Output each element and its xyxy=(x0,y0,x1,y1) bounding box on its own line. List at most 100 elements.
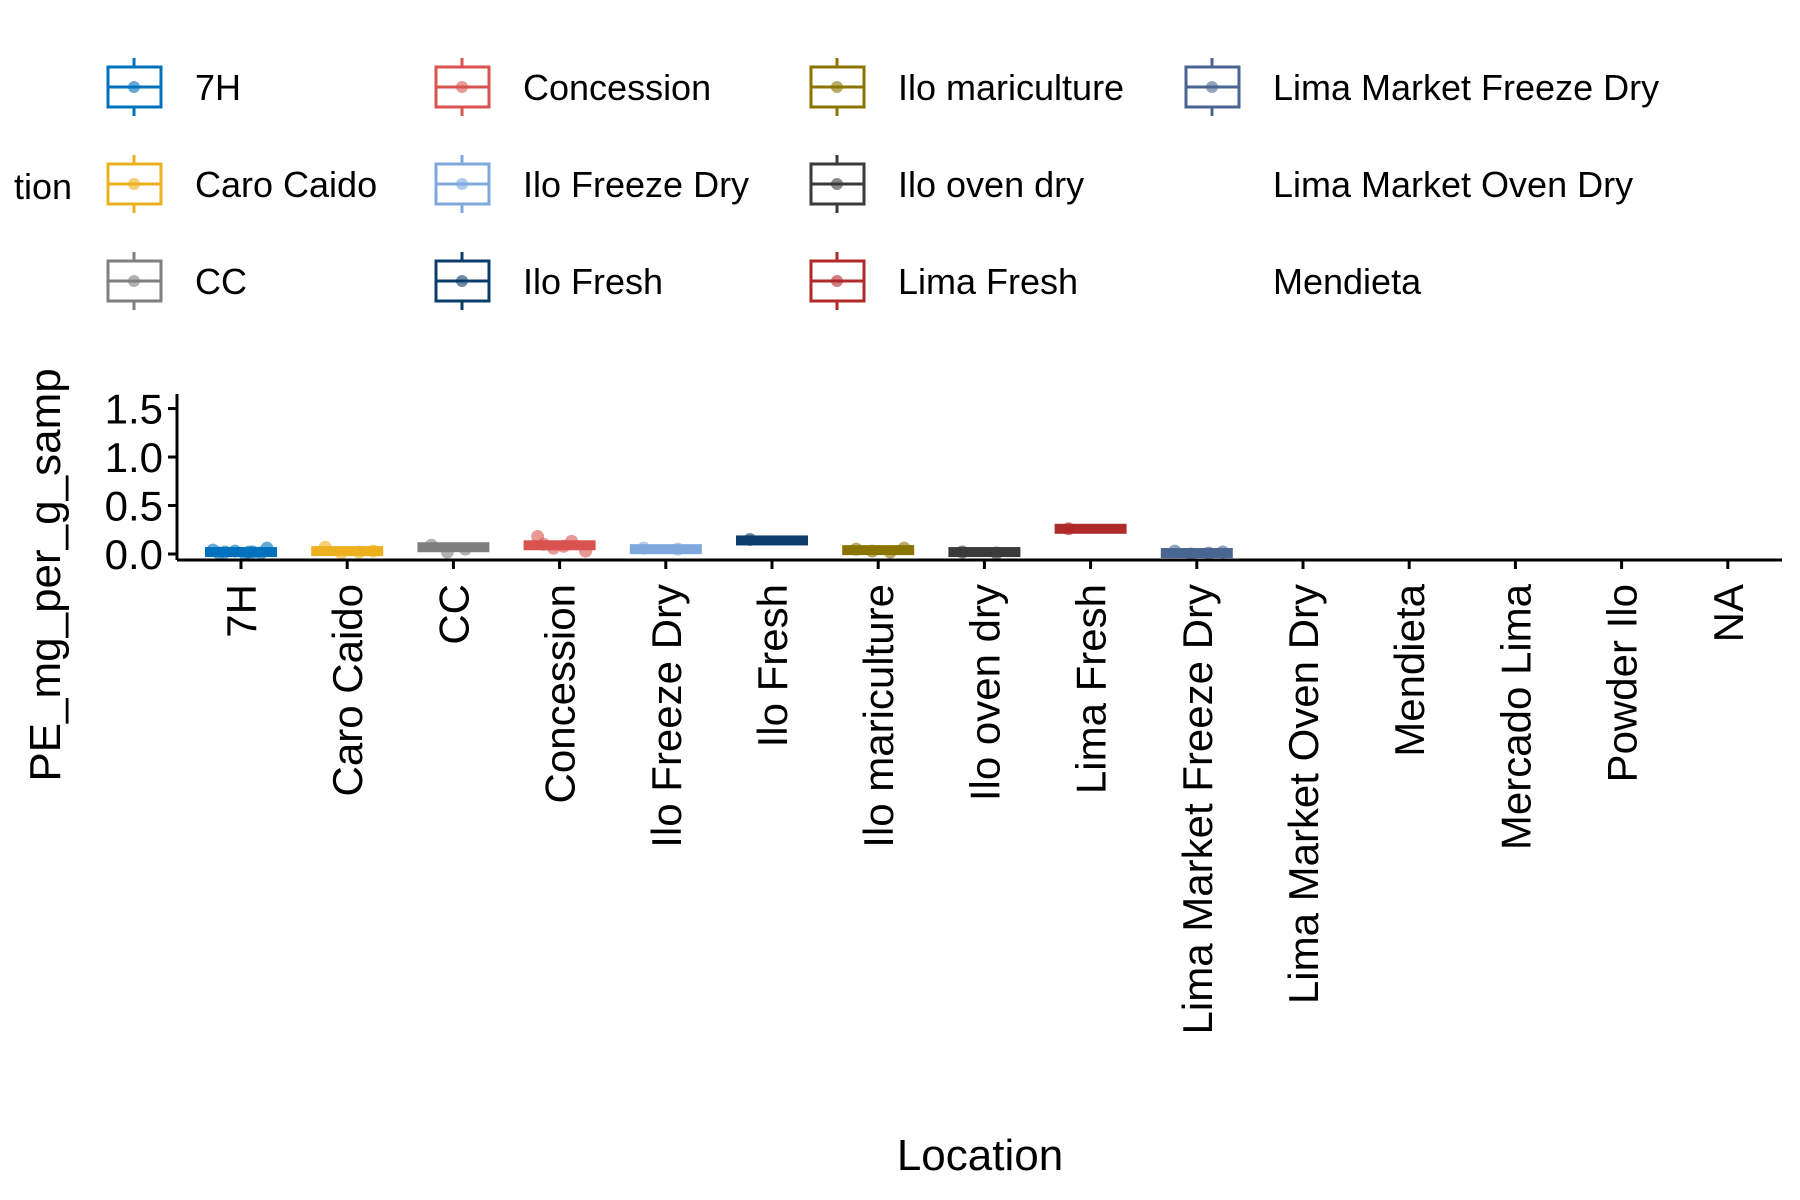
x-tick-label-lima-market-freeze-dry: Lima Market Freeze Dry xyxy=(1174,584,1221,1034)
data-point-lima-fresh xyxy=(1062,522,1076,536)
data-point-ilo-freeze-dry xyxy=(637,541,651,555)
x-tick-label-na: NA xyxy=(1705,584,1752,642)
box-median-ilo-oven-dry xyxy=(948,547,1021,558)
data-point-concession xyxy=(547,541,561,555)
data-point-caro-caido xyxy=(366,544,380,558)
box-median-ilo-freeze-dry xyxy=(629,544,702,555)
legend-item-concession: Concession xyxy=(434,58,711,116)
data-point-ilo-mariculture xyxy=(865,544,879,558)
plot-area xyxy=(205,522,1233,561)
x-tick-label-mendieta: Mendieta xyxy=(1386,583,1433,756)
legend-label-caro-caido: Caro Caido xyxy=(195,164,377,205)
legend-key-lima-fresh xyxy=(809,252,866,310)
box-ilo-fresh xyxy=(736,532,808,546)
legend-item-ilo-oven-dry: Ilo oven dry xyxy=(809,155,1084,213)
x-tick-label-lima-market-oven-dry: Lima Market Oven Dry xyxy=(1280,584,1327,1004)
legend-key-ilo-freeze-dry xyxy=(434,155,491,213)
x-tick-label-ilo-oven-dry: Ilo oven dry xyxy=(961,584,1008,801)
data-point-7h xyxy=(254,546,268,560)
legend-item-caro-caido: Caro Caido xyxy=(106,155,377,213)
legend-item-ilo-fresh: Ilo Fresh xyxy=(434,252,663,310)
data-point-ilo-oven-dry xyxy=(955,545,969,559)
legend-key-ilo-mariculture xyxy=(809,58,866,116)
data-point-caro-caido xyxy=(334,546,348,560)
box-lima-market-freeze-dry xyxy=(1160,544,1233,561)
data-point-7h xyxy=(242,545,256,559)
legend-label-7h: 7H xyxy=(195,67,241,108)
legend-label-mendieta: Mendieta xyxy=(1273,261,1422,302)
legend-key-concession xyxy=(434,58,491,116)
data-point-lima-market-freeze-dry xyxy=(1184,547,1198,561)
y-axis-title: PE_mg_per_g_samp xyxy=(21,368,70,781)
box-lima-fresh xyxy=(1054,522,1127,536)
box-ilo-freeze-dry xyxy=(629,541,702,556)
legend-label-ilo-mariculture: Ilo mariculture xyxy=(898,67,1124,108)
x-axis-title: Location xyxy=(897,1131,1063,1180)
x-tick-label-ilo-fresh: Ilo Fresh xyxy=(749,584,796,747)
legend-item-ilo-mariculture: Ilo mariculture xyxy=(809,58,1124,116)
legend-item-mendieta: Mendieta xyxy=(1273,261,1422,302)
x-tick-label-cc: CC xyxy=(430,584,477,645)
legend-item-lima-fresh: Lima Fresh xyxy=(809,252,1078,310)
box-7h xyxy=(205,541,277,561)
box-ilo-oven-dry xyxy=(948,545,1021,560)
legend-label-concession: Concession xyxy=(523,67,711,108)
legend-item-cc: CC xyxy=(106,252,247,310)
legend-key-lima-market-freeze-dry xyxy=(1184,58,1241,116)
x-tick-label-ilo-mariculture: Ilo mariculture xyxy=(855,584,902,848)
data-point-ilo-mariculture xyxy=(849,542,863,556)
box-caro-caido xyxy=(311,540,384,560)
box-concession xyxy=(523,530,596,558)
legend-key-caro-caido xyxy=(106,155,163,213)
data-point-ilo-oven-dry xyxy=(989,546,1003,560)
legend-item-lima-market-freeze-dry: Lima Market Freeze Dry xyxy=(1184,58,1659,116)
legend-label-ilo-fresh: Ilo Fresh xyxy=(523,261,663,302)
y-tick-label: 0.0 xyxy=(105,531,163,578)
y-tick-label: 0.5 xyxy=(105,483,163,530)
box-median-cc xyxy=(417,542,490,553)
x-tick-label-concession: Concession xyxy=(537,584,584,803)
data-point-ilo-fresh xyxy=(743,532,757,546)
legend-label-lima-market-freeze-dry: Lima Market Freeze Dry xyxy=(1273,67,1659,108)
legend-key-7h xyxy=(106,58,163,116)
legend-key-cc xyxy=(106,252,163,310)
data-point-concession xyxy=(537,537,551,551)
data-point-lima-market-freeze-dry xyxy=(1202,546,1216,560)
data-point-ilo-mariculture xyxy=(883,545,897,559)
data-point-lima-market-freeze-dry xyxy=(1168,544,1182,558)
legend-label-cc: CC xyxy=(195,261,247,302)
box-ilo-mariculture xyxy=(842,541,915,559)
legend-title: tion xyxy=(14,166,72,207)
data-point-ilo-freeze-dry xyxy=(671,542,685,556)
x-tick-label-powder-ilo: Powder Ilo xyxy=(1599,584,1646,782)
data-point-ilo-mariculture xyxy=(897,541,911,555)
box-cc xyxy=(417,538,490,559)
x-tick-label-ilo-freeze-dry: Ilo Freeze Dry xyxy=(643,584,690,848)
data-point-caro-caido xyxy=(318,540,332,554)
data-point-cc xyxy=(458,542,472,556)
data-point-concession xyxy=(579,544,593,558)
legend-item-7h: 7H xyxy=(106,58,241,116)
legend-label-lima-fresh: Lima Fresh xyxy=(898,261,1078,302)
legend: tion 7H Caro Caido CC Concession Ilo Freeze … xyxy=(14,58,1659,310)
x-tick-label-lima-fresh: Lima Fresh xyxy=(1068,584,1115,794)
legend-key-ilo-fresh xyxy=(434,252,491,310)
data-point-7h xyxy=(206,543,220,557)
legend-label-lima-market-oven-dry: Lima Market Oven Dry xyxy=(1273,164,1633,205)
box-median-ilo-fresh xyxy=(736,535,808,546)
data-point-caro-caido xyxy=(352,545,366,559)
x-tick-label-caro-caido: Caro Caido xyxy=(324,584,371,796)
data-point-7h xyxy=(228,544,242,558)
data-point-concession xyxy=(557,539,571,553)
legend-item-lima-market-oven-dry: Lima Market Oven Dry xyxy=(1273,164,1633,205)
y-tick-label: 1.0 xyxy=(105,434,163,481)
legend-key-ilo-oven-dry xyxy=(809,155,866,213)
axes: 0.00.51.01.5 7H Caro Caido CC Concession Ilo … xyxy=(105,386,1782,1034)
data-point-lima-market-freeze-dry xyxy=(1216,545,1230,559)
x-tick-label-mercado-lima: Mercado Lima xyxy=(1492,583,1539,850)
y-tick-label: 1.5 xyxy=(105,386,163,433)
box-median-lima-fresh xyxy=(1054,523,1127,534)
legend-label-ilo-freeze-dry: Ilo Freeze Dry xyxy=(523,164,749,205)
x-tick-label-7h: 7H xyxy=(218,584,265,638)
